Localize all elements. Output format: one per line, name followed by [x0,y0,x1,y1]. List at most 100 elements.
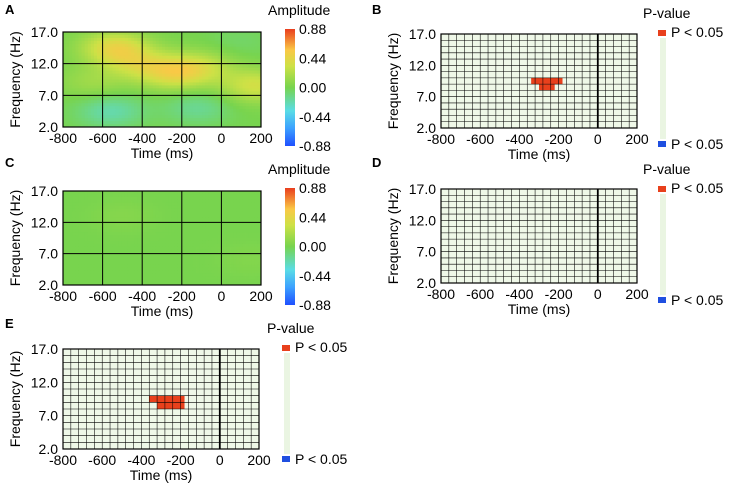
heatmap-cell [72,37,76,42]
heatmap-cell [155,97,160,101]
heatmap-cell [220,282,225,286]
heatmap-cell [137,97,141,101]
heatmap-cell [180,103,185,107]
heatmap-cell [97,43,101,48]
heatmap-cell [72,255,76,259]
heatmap-cell [245,282,250,286]
heatmap-cell [158,235,163,239]
heatmap-cell [90,91,95,95]
heatmap-cell [230,121,234,125]
heatmap-cell [174,264,178,268]
heatmap-cell [127,55,132,60]
heatmap-cell [180,94,185,98]
heatmap-cell [78,223,82,227]
heatmap-cell [251,100,256,104]
heatmap-cell [146,193,151,198]
heatmap-cell [78,217,82,221]
heatmap-cell [90,282,95,286]
heatmap-cell [236,94,240,98]
heatmap-cell [242,115,246,119]
heatmap-cell [174,40,178,45]
heatmap-cell [118,232,123,236]
heatmap-cell [168,70,172,74]
heatmap-cell [254,109,259,113]
heatmap-cell [248,88,253,92]
heatmap-cell [223,229,228,233]
heatmap-cell [109,226,113,230]
heatmap-cell [97,40,101,45]
heatmap-cell [63,40,67,45]
heatmap-cell [220,279,225,283]
heatmap-cell [202,121,206,125]
heatmap-cell [90,118,95,122]
heatmap-cell [158,205,163,210]
heatmap-cell [217,276,222,280]
heatmap-cell [121,279,126,283]
heatmap-cell [226,91,231,95]
heatmap-cell [118,261,123,265]
heatmap-cell [155,240,160,245]
heatmap-cell [186,267,191,271]
heatmap-cell [183,73,188,77]
heatmap-cell [254,240,259,245]
heatmap-cell [121,121,126,125]
heatmap-cell [223,64,228,69]
heatmap-cell [165,79,169,83]
heatmap-cell [155,70,160,74]
heatmap-cell [162,73,166,77]
heatmap-cell [81,193,86,198]
heatmap-cell [93,115,98,119]
heatmap-cell [211,67,215,71]
heatmap-cell [239,46,243,51]
heatmap-cell [217,267,222,271]
heatmap-cell [230,208,234,212]
x-tick-label: -400 [505,286,533,302]
heatmap-cell [248,261,253,265]
heatmap-cell [183,32,188,36]
heatmap-cell [192,40,197,45]
heatmap-cell [66,191,70,195]
heatmap-cell [78,34,82,39]
heatmap-cell [87,249,92,254]
heatmap-cell [177,76,181,80]
heatmap-cell [165,112,169,116]
heatmap-cell [165,235,169,239]
heatmap-cell [230,94,234,98]
heatmap-cell [177,43,181,48]
heatmap-cell [124,255,129,259]
heatmap-cell [251,121,256,125]
heatmap-cell [63,91,67,95]
heatmap-cell [242,79,246,83]
heatmap-cell [174,55,178,60]
heatmap-cell [177,264,181,268]
heatmap-cell [196,252,200,257]
heatmap-cell [124,118,129,122]
heatmap-cell [69,217,73,221]
heatmap-cell [220,106,225,110]
heatmap-cell [220,112,225,116]
heatmap-cell [146,85,151,89]
heatmap-cell [208,214,212,218]
heatmap-cell [196,232,200,236]
heatmap-cell [165,240,169,245]
heatmap-cell [90,202,95,207]
heatmap-cell [87,109,92,113]
heatmap-cell [149,67,154,71]
heatmap-cell [165,100,169,104]
heatmap-cell [174,64,178,69]
heatmap-cell [93,191,98,195]
heatmap-cell [124,240,129,245]
heatmap-cell [78,82,82,86]
heatmap-cell [158,64,163,69]
heatmap-cell [78,94,82,98]
heatmap-cell [66,94,70,98]
heatmap-cell [165,202,169,207]
y-tick-label: 7.0 [39,408,59,424]
heatmap-cell [199,88,203,92]
heatmap-cell [171,238,175,242]
heatmap-cell [162,240,166,245]
heatmap-cell [143,261,147,265]
heatmap-cell [109,196,113,201]
heatmap-cell [177,214,181,218]
heatmap-cell [220,58,225,63]
